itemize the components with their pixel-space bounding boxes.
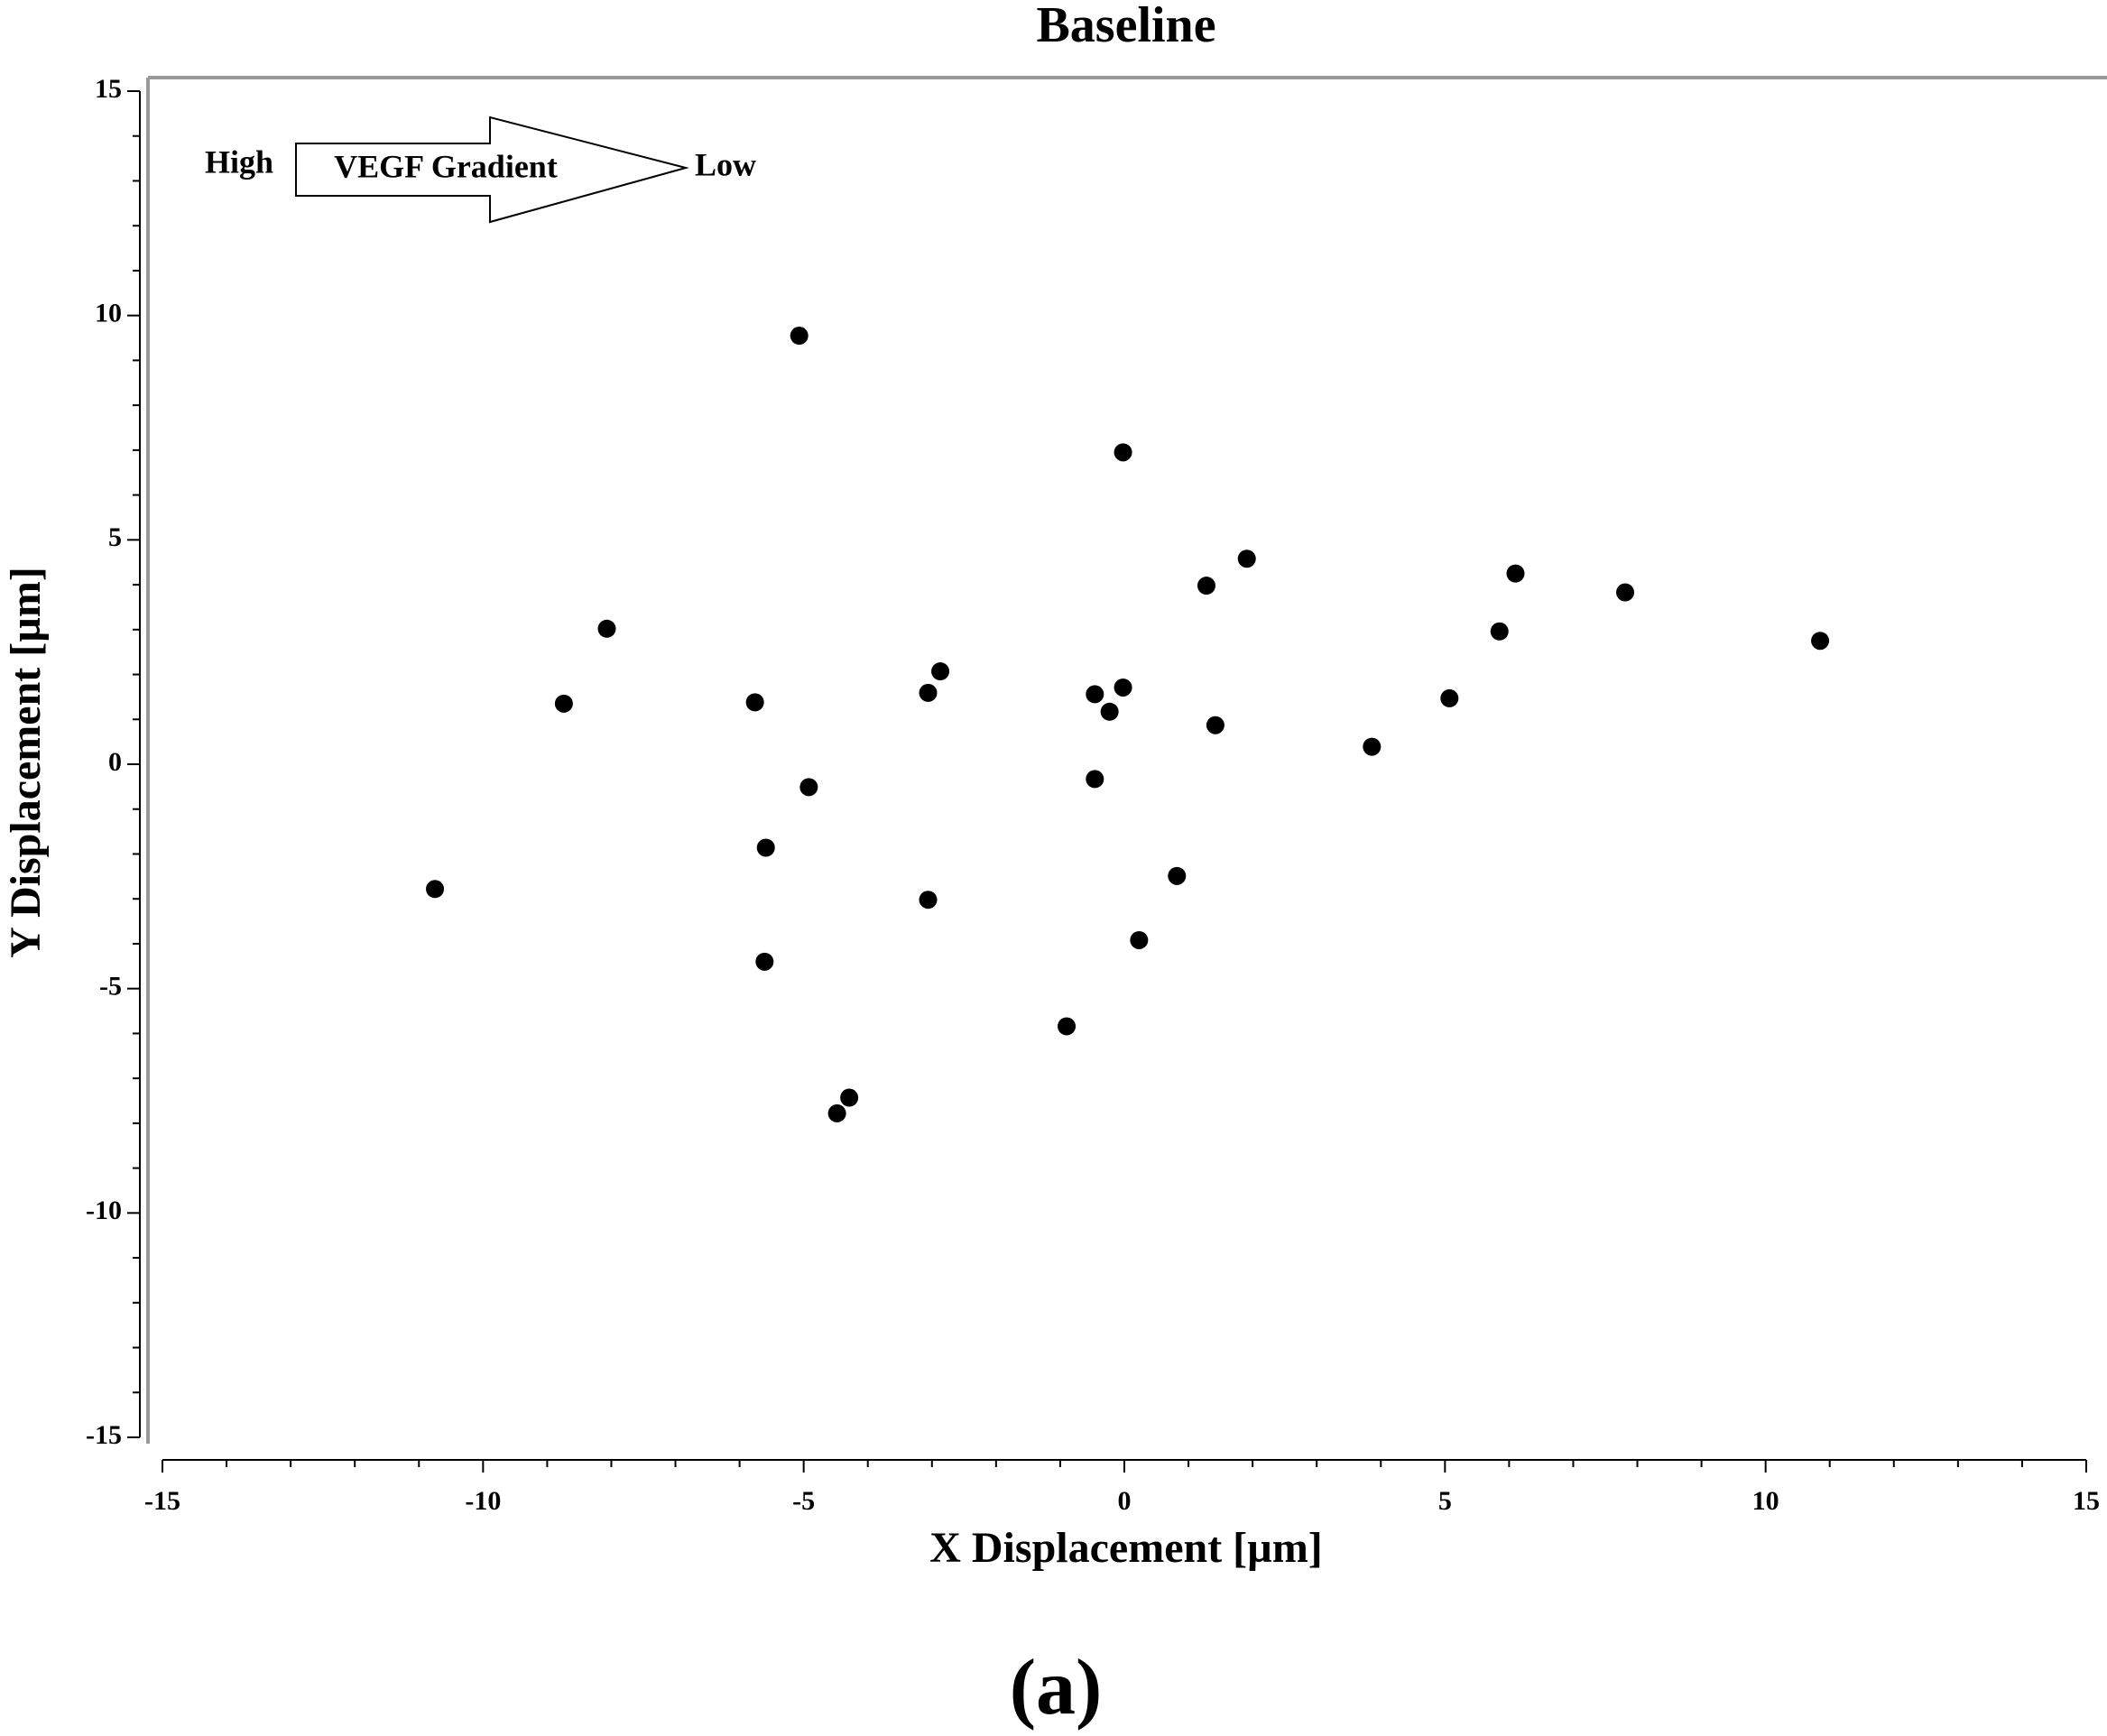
- endpoint: [1206, 716, 1224, 734]
- y-tick-label: 15: [95, 74, 122, 104]
- endpoint: [1197, 577, 1215, 596]
- endpoint: [755, 952, 774, 971]
- endpoint: [1506, 564, 1525, 583]
- annotation-arrow: VEGF Gradient: [334, 148, 558, 184]
- endpoint: [426, 880, 445, 899]
- annotation-high: High: [205, 143, 273, 180]
- y-axis-label: Y Displacement [µm]: [2, 567, 50, 958]
- endpoint: [1168, 866, 1187, 885]
- endpoint: [1114, 678, 1132, 697]
- endpoint: [597, 619, 616, 638]
- endpoint: [790, 327, 809, 346]
- x-tick-label: -5: [792, 1486, 815, 1516]
- endpoint: [799, 778, 818, 797]
- panel-label: (a): [1010, 1644, 1103, 1731]
- y-tick-label: -10: [86, 1196, 122, 1225]
- x-tick-label: 0: [1118, 1486, 1132, 1516]
- chart-title: Baseline: [1036, 0, 1215, 53]
- annotation-low: Low: [695, 146, 756, 182]
- gradient-arrow: [295, 115, 689, 224]
- endpoint: [756, 838, 775, 857]
- x-tick-label: 10: [1752, 1486, 1779, 1516]
- endpoint: [1237, 549, 1256, 568]
- endpoint: [1616, 583, 1635, 602]
- x-tick-label: -10: [465, 1486, 501, 1516]
- y-tick-label: -5: [99, 972, 122, 1002]
- x-axis-label: X Displacement [µm]: [929, 1524, 1323, 1572]
- endpoint: [745, 693, 764, 712]
- endpoint: [1490, 622, 1509, 641]
- endpoint: [1811, 632, 1830, 651]
- endpoint: [919, 683, 938, 702]
- y-tick-label: -15: [86, 1420, 122, 1450]
- y-tick-label: 0: [108, 747, 122, 777]
- endpoint: [554, 694, 573, 713]
- x-tick-label: 5: [1438, 1486, 1452, 1516]
- y-tick-label: 10: [95, 299, 122, 328]
- endpoint: [1130, 930, 1149, 949]
- endpoint: [827, 1103, 846, 1122]
- endpoint: [1114, 443, 1132, 462]
- endpoint: [1363, 737, 1382, 756]
- endpoint: [1086, 770, 1104, 789]
- endpoint: [1100, 702, 1119, 721]
- y-tick-label: 5: [108, 522, 122, 552]
- x-tick-label: 15: [2073, 1486, 2100, 1516]
- x-tick-label: -15: [144, 1486, 180, 1516]
- endpoint: [1086, 685, 1104, 704]
- endpoint: [919, 891, 938, 910]
- endpoint: [840, 1088, 859, 1107]
- endpoint: [931, 662, 950, 681]
- endpoint: [1440, 688, 1459, 707]
- endpoint: [1058, 1017, 1077, 1036]
